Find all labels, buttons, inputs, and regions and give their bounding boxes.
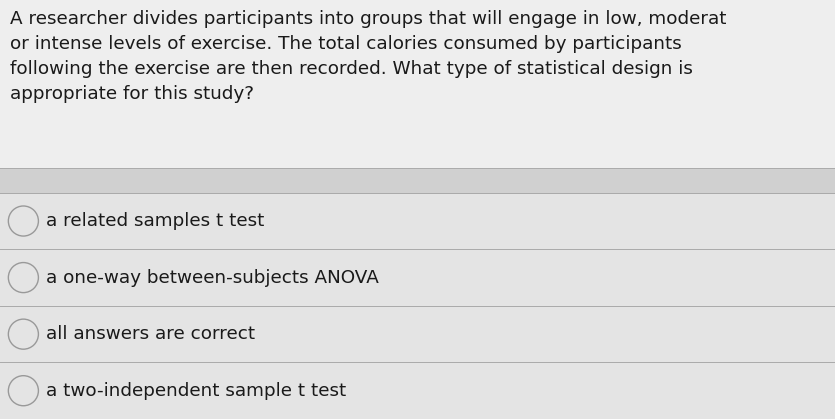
- Text: all answers are correct: all answers are correct: [46, 325, 255, 343]
- FancyBboxPatch shape: [0, 168, 835, 193]
- FancyBboxPatch shape: [0, 193, 835, 249]
- Text: a two-independent sample t test: a two-independent sample t test: [46, 382, 347, 400]
- FancyBboxPatch shape: [0, 362, 835, 419]
- Text: a one-way between-subjects ANOVA: a one-way between-subjects ANOVA: [46, 269, 379, 287]
- Text: a related samples t test: a related samples t test: [46, 212, 265, 230]
- FancyBboxPatch shape: [0, 0, 835, 168]
- Text: A researcher divides participants into groups that will engage in low, moderat
o: A researcher divides participants into g…: [10, 10, 726, 103]
- FancyBboxPatch shape: [0, 249, 835, 306]
- FancyBboxPatch shape: [0, 306, 835, 362]
